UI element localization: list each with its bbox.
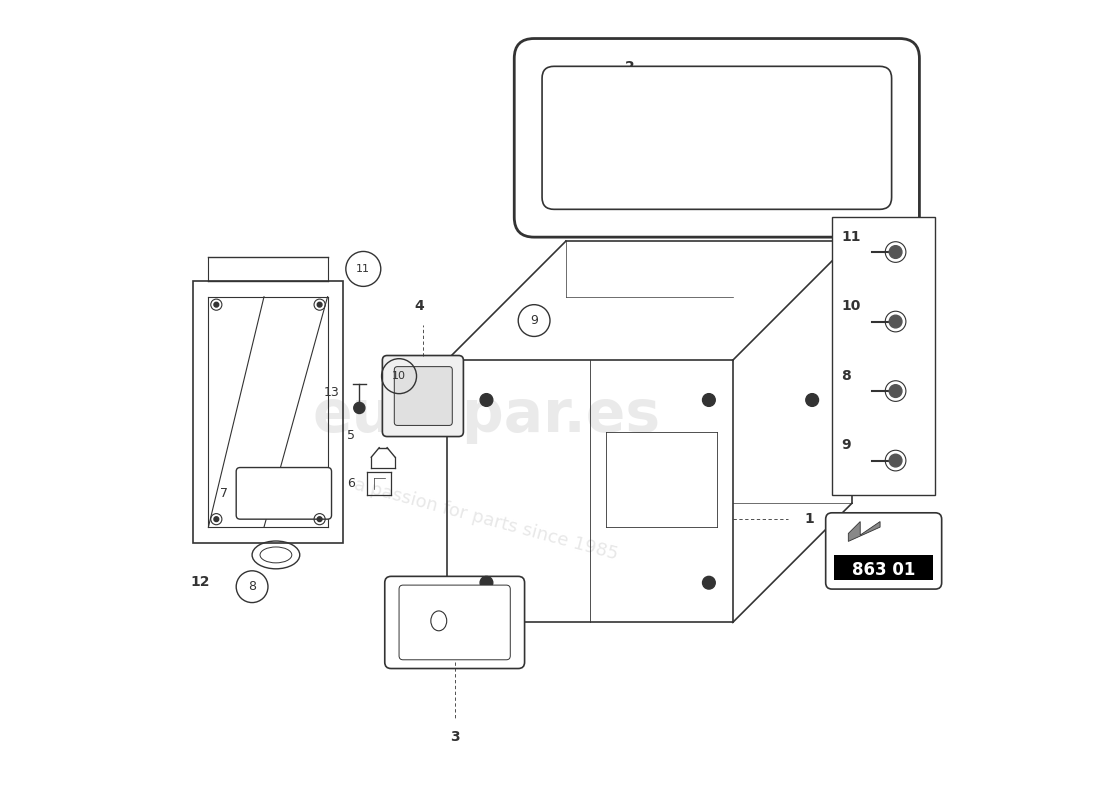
Text: 2: 2 bbox=[625, 60, 635, 74]
Circle shape bbox=[354, 402, 365, 414]
Circle shape bbox=[480, 394, 493, 406]
FancyBboxPatch shape bbox=[385, 576, 525, 669]
Text: 5: 5 bbox=[348, 430, 355, 442]
Text: 3: 3 bbox=[450, 730, 460, 744]
Bar bbox=[835, 555, 933, 580]
Circle shape bbox=[214, 517, 219, 522]
Circle shape bbox=[889, 315, 902, 328]
Circle shape bbox=[214, 302, 219, 307]
Text: 8: 8 bbox=[249, 580, 256, 593]
Circle shape bbox=[703, 394, 715, 406]
Text: 9: 9 bbox=[842, 438, 851, 452]
FancyBboxPatch shape bbox=[383, 355, 463, 437]
FancyBboxPatch shape bbox=[515, 38, 920, 237]
Text: 11: 11 bbox=[842, 230, 861, 244]
Text: 11: 11 bbox=[356, 264, 371, 274]
Circle shape bbox=[806, 394, 818, 406]
FancyBboxPatch shape bbox=[394, 366, 452, 426]
Circle shape bbox=[889, 246, 902, 258]
Text: 8: 8 bbox=[842, 369, 851, 382]
Circle shape bbox=[317, 517, 322, 522]
FancyBboxPatch shape bbox=[399, 585, 510, 660]
Text: 863 01: 863 01 bbox=[852, 561, 915, 579]
Text: a passion for parts since 1985: a passion for parts since 1985 bbox=[352, 475, 620, 563]
Text: 9: 9 bbox=[530, 314, 538, 327]
Circle shape bbox=[480, 576, 493, 589]
Text: 4: 4 bbox=[414, 298, 424, 313]
FancyBboxPatch shape bbox=[236, 467, 331, 519]
Text: 12: 12 bbox=[190, 574, 210, 589]
Text: 10: 10 bbox=[392, 371, 406, 381]
Circle shape bbox=[317, 302, 322, 307]
Text: 7: 7 bbox=[220, 487, 229, 500]
Polygon shape bbox=[848, 522, 880, 542]
Text: europar.es: europar.es bbox=[312, 387, 660, 444]
Text: 13: 13 bbox=[323, 386, 340, 398]
FancyBboxPatch shape bbox=[542, 66, 892, 210]
Text: 6: 6 bbox=[348, 477, 355, 490]
Text: 1: 1 bbox=[804, 512, 814, 526]
Circle shape bbox=[889, 385, 902, 398]
Text: 10: 10 bbox=[842, 299, 861, 314]
FancyBboxPatch shape bbox=[826, 513, 942, 589]
Circle shape bbox=[889, 454, 902, 467]
Circle shape bbox=[703, 576, 715, 589]
Bar bbox=[832, 218, 935, 495]
